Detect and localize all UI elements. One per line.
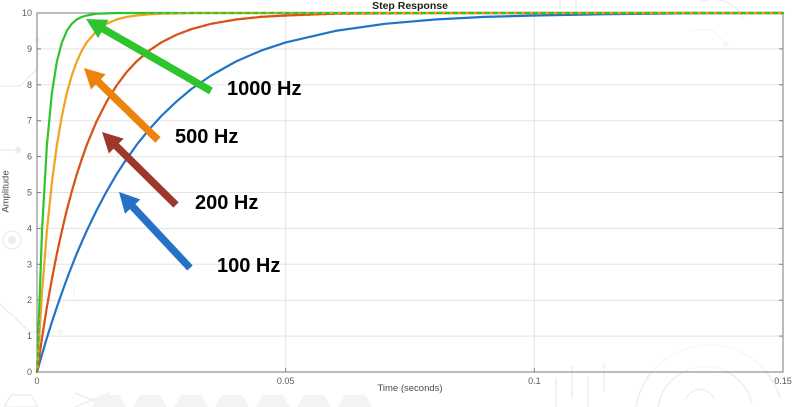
curve-overlap-dashes bbox=[35, 11, 783, 373]
arrow-head-200hz bbox=[102, 132, 124, 154]
y-tick-label-7: 7 bbox=[27, 116, 32, 126]
x-tick-label-0.15: 0.15 bbox=[774, 376, 792, 386]
arrow-shaft-1000hz bbox=[99, 24, 213, 95]
x-tick-label-0.05: 0.05 bbox=[277, 376, 295, 386]
y-tick-label-5: 5 bbox=[27, 188, 32, 198]
x-tick-label-0: 0 bbox=[34, 376, 39, 386]
hexagon-row bbox=[92, 395, 372, 407]
y-tick-label-8: 8 bbox=[27, 80, 32, 90]
y-tick-label-10: 10 bbox=[22, 8, 32, 18]
arrow-head-100hz bbox=[119, 192, 141, 214]
y-tick-label-1: 1 bbox=[27, 331, 32, 341]
y-axis-label: Amplitude bbox=[0, 170, 12, 213]
arrow-shaft-200hz bbox=[112, 141, 179, 208]
y-tick-label-9: 9 bbox=[27, 44, 32, 54]
curve-100hz bbox=[35, 11, 785, 374]
y-tick-label-0: 0 bbox=[27, 367, 32, 377]
y-tick-label-2: 2 bbox=[27, 295, 32, 305]
arrow-shaft-500hz bbox=[94, 77, 161, 143]
x-axis-label: Time (seconds) bbox=[377, 383, 443, 394]
plot-title: Step Response bbox=[372, 0, 448, 12]
annotation-label-500hz: 500 Hz bbox=[175, 126, 239, 148]
y-tick-label-4: 4 bbox=[27, 223, 32, 233]
arrow-head-1000hz bbox=[86, 19, 109, 39]
annotation-label-200hz: 200 Hz bbox=[195, 192, 259, 214]
y-tick-label-6: 6 bbox=[27, 152, 32, 162]
arrow-shaft-100hz bbox=[128, 202, 193, 271]
arrow-head-500hz bbox=[84, 68, 106, 90]
x-tick-label-0.1: 0.1 bbox=[528, 376, 541, 386]
y-tick-label-3: 3 bbox=[27, 259, 32, 269]
annotation-label-100hz: 100 Hz bbox=[217, 255, 281, 277]
annotation-label-1000hz: 1000 Hz bbox=[227, 78, 302, 100]
